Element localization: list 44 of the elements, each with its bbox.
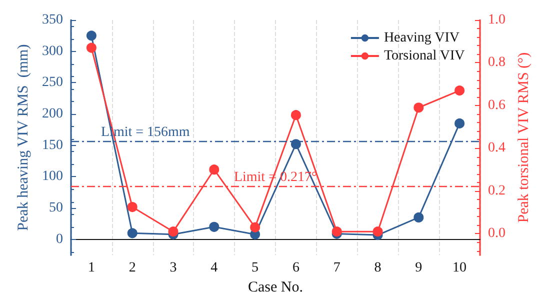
- x-tick-label: 3: [170, 260, 177, 276]
- x-axis-title: Case No.: [248, 280, 303, 296]
- x-tick-label: 5: [252, 260, 259, 276]
- x-tick-label: 8: [374, 260, 382, 276]
- x-tick-label: 9: [415, 260, 422, 276]
- x-tick-label: 6: [292, 260, 300, 276]
- point: [86, 42, 96, 53]
- point: [454, 118, 465, 128]
- point: [414, 212, 424, 222]
- point: [290, 139, 301, 150]
- y-tick-label: 300: [42, 44, 63, 59]
- y2-tick-label: 0.8: [488, 55, 506, 70]
- point: [209, 222, 220, 232]
- y-tick-label: 250: [42, 75, 63, 90]
- x-tick-label: 10: [452, 260, 467, 276]
- point: [127, 228, 138, 238]
- y-tick-label: 200: [42, 106, 63, 122]
- point: [290, 110, 301, 120]
- y-tick-label: 350: [42, 12, 63, 28]
- point: [414, 102, 424, 113]
- y2-tick-label: 0.2: [488, 183, 506, 198]
- y2-axis-title: Peak torsional VIV RMS (°): [516, 52, 532, 223]
- y2-tick-label: 0.0: [488, 226, 506, 242]
- y-tick-label: 150: [42, 138, 63, 153]
- x-tick-label: 7: [333, 260, 340, 276]
- point: [168, 226, 178, 237]
- point: [454, 86, 465, 96]
- y-tick-label: 100: [42, 169, 63, 184]
- point: [127, 202, 138, 212]
- point: [250, 222, 260, 232]
- point: [372, 226, 383, 237]
- x-tick-label: 4: [210, 260, 218, 276]
- y-axis-title: Peak heaving VIV RMS (mm): [16, 44, 32, 231]
- y-tick-label: 50: [49, 200, 63, 216]
- point: [86, 30, 96, 41]
- y-tick-label: 0: [56, 232, 63, 247]
- y2-tick-label: 1.0: [488, 12, 506, 28]
- x-tick-label: 2: [128, 260, 136, 276]
- legend-label: Heaving VIV: [384, 30, 460, 46]
- y2-tick-label: 0.6: [488, 98, 506, 113]
- point: [209, 164, 220, 175]
- x-tick-label: 1: [88, 260, 95, 276]
- y2-tick-label: 0.4: [488, 140, 506, 156]
- legend-label: Torsional VIV: [384, 48, 465, 64]
